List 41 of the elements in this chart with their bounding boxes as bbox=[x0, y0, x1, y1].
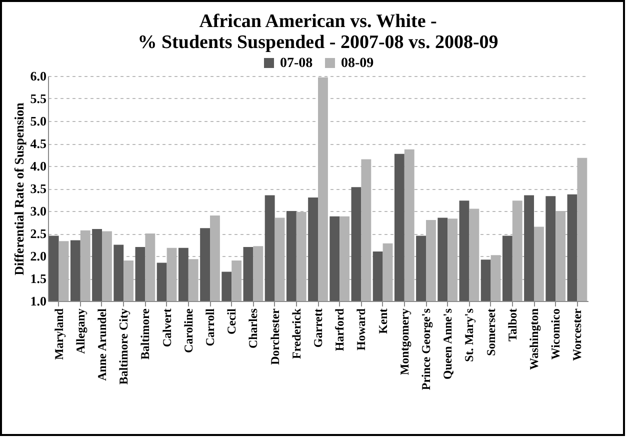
x-tick-label: Howard bbox=[354, 308, 368, 350]
x-tick-label: St. Mary's bbox=[462, 308, 476, 362]
legend-label: 08-09 bbox=[341, 56, 374, 71]
x-tick-label: Frederick bbox=[289, 308, 304, 359]
x-tick-label: Dorchester bbox=[268, 308, 282, 365]
x-tick-label: Harford bbox=[332, 308, 347, 352]
x-tick-label: Baltimore City bbox=[116, 308, 131, 385]
legend-label: 07-08 bbox=[280, 56, 313, 71]
y-tick-label: 6.0 bbox=[30, 68, 46, 84]
y-tick-label: 2.5 bbox=[30, 226, 47, 241]
y-tick-label: 3.5 bbox=[30, 181, 47, 196]
x-tick-label: Calvert bbox=[160, 308, 174, 348]
text: % Students Suspended - 2007-08 vs. 2008-09 bbox=[138, 32, 498, 53]
y-tick-label: 1.0 bbox=[30, 294, 46, 308]
y-tick-label: 1.5 bbox=[30, 271, 47, 286]
x-tick-label: Caroline bbox=[181, 308, 196, 353]
y-tick-label: 5.0 bbox=[30, 114, 46, 128]
text: African American vs. White - bbox=[199, 11, 437, 32]
x-tick-label: Washington bbox=[527, 308, 541, 370]
x-tick-label: Cecil bbox=[224, 308, 239, 334]
y-tick-label: 5.5 bbox=[30, 91, 47, 106]
x-tick-label: Allegany bbox=[73, 308, 88, 354]
x-tick-label: Wicomico bbox=[548, 308, 563, 360]
x-tick-label: Montgomery bbox=[397, 308, 412, 376]
x-tick-label: Worcester bbox=[570, 308, 584, 361]
x-tick-label: Queen Anne's bbox=[440, 308, 455, 380]
y-tick-label: 4.0 bbox=[30, 158, 46, 174]
x-tick-label: Maryland bbox=[52, 308, 66, 360]
x-tick-label: Carroll bbox=[203, 308, 217, 346]
x-tick-label: Kent bbox=[376, 308, 390, 334]
x-tick-label: Somerset bbox=[484, 308, 498, 356]
x-tick-label: Talbot bbox=[505, 308, 520, 342]
y-axis-title: Differential Rate of Suspension bbox=[11, 102, 26, 276]
y-tick-label: 3.0 bbox=[30, 204, 46, 218]
x-tick-label: Anne Arundel bbox=[95, 308, 109, 381]
x-tick-label: Baltimore bbox=[138, 308, 152, 360]
x-tick-label: Garrett bbox=[311, 308, 325, 348]
x-tick-label: Charles bbox=[246, 308, 260, 348]
y-tick-label: 4.5 bbox=[30, 136, 47, 151]
y-tick-label: 2.0 bbox=[30, 248, 46, 264]
x-tick-label: Prince George's bbox=[419, 308, 433, 390]
